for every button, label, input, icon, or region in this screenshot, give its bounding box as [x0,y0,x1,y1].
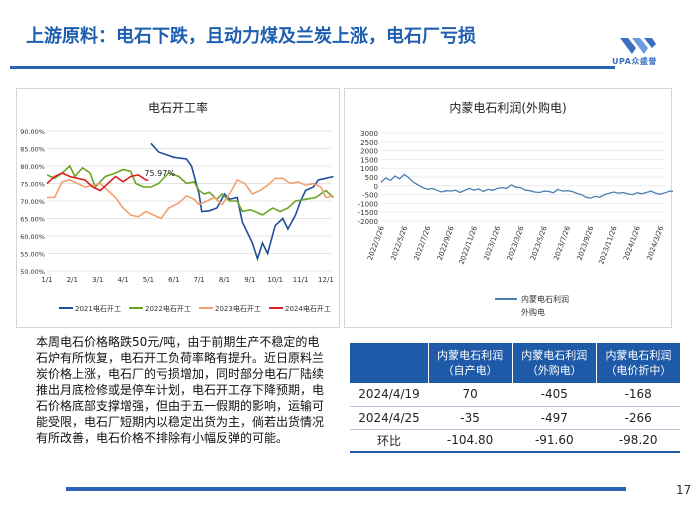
x-tick-label: 9/1 [244,276,255,284]
cell-value: -168 [596,383,680,407]
x-tick-label: 2/1 [67,276,78,284]
cell-value: -91.60 [512,429,597,453]
table-corner-cell [350,343,429,383]
row-label: 环比 [350,429,428,453]
right-chart-title: 内蒙电石利润(外购电) [449,101,567,115]
page-title: 上游原料：电石下跌，且动力煤及兰炭上涨，电石厂亏损 [26,26,476,47]
x-tick-label: 7/1 [194,276,205,284]
chart-annotation: 75.97% [144,169,175,178]
page-number: 17 [676,483,692,497]
x-tick-label: 2023/5/26 [529,224,549,261]
x-tick-label: 1/1 [41,276,52,284]
legend-label: 2023电石开工 [215,304,261,313]
cell-value: -266 [596,406,680,430]
x-tick-label: 4/1 [117,276,128,284]
x-tick-label: 2023/3/26 [506,224,526,261]
x-tick-label: 8/1 [219,276,230,284]
y-tick-label: 0 [374,183,378,191]
right-chart-panel: 内蒙电石利润(外购电) 3000 2500 2000 1500 1000 500 0 -500… [344,88,673,328]
series-line [46,164,335,216]
series-line [46,172,149,192]
footer-line [66,487,626,491]
row-date: 2024/4/25 [350,406,428,430]
x-tick-label: 2022/7/26 [413,224,433,261]
table-header-row: 内蒙电石利润 （自产电） 内蒙电石利润 （外购电） 内蒙电石利润 （电价折中） [350,343,680,383]
left-chart-panel: 电石开工率 50.00% 55.00% 60.00% 65.00% 70.00% 75.0… [16,88,340,328]
title-underline [10,66,615,69]
y-tick-label: 1500 [360,156,378,164]
y-tick-label: 75.00% [20,181,45,189]
cell-value: -98.20 [596,429,680,453]
legend-label: 2021电石开工 [75,304,121,313]
x-tick-label: 6/1 [168,276,179,284]
left-line-chart: 50.00% 55.00% 60.00% 65.00% 70.00% 75.00% 80.0… [20,128,335,313]
y-tick-label: 50.00% [20,268,45,276]
y-tick-label: 85.00% [20,146,45,154]
table-header-purchased-power: 内蒙电石利润 （外购电） [512,343,597,383]
x-tick-label: 12/1 [318,276,334,284]
x-tick-label: 2022/11/26 [458,224,480,265]
title-bar: 上游原料：电石下跌，且动力煤及兰炭上涨，电石厂亏损 UPA众盛誉 [0,0,700,66]
series-line [380,173,673,199]
y-tick-label: 55.00% [20,251,45,259]
y-tick-label: -500 [362,192,378,200]
profit-table: 内蒙电石利润 （自产电） 内蒙电石利润 （外购电） 内蒙电石利润 （电价折中） 202… [350,343,680,453]
company-logo: UPA众盛誉 [606,36,690,66]
y-tick-label: 80.00% [20,163,45,171]
cell-value: -405 [512,383,597,407]
logo-text: UPA众盛誉 [612,57,657,66]
table-header-self-power: 内蒙电石利润 （自产电） [428,343,513,383]
y-tick-label: 2000 [360,148,378,156]
right-line-chart: 300025002000150010005000-500-1000-1500-2… [358,130,673,317]
series-line [47,177,334,220]
x-tick-label: 2023/1/26 [482,224,502,261]
y-tick-label: 65.00% [20,216,45,224]
table-row: 2024/4/25 -35 -497 -266 [350,406,680,430]
x-tick-label: 11/1 [293,276,309,284]
x-tick-label: 2022/9/26 [436,224,456,261]
x-tick-label: 10/1 [267,276,283,284]
legend-label: 2024电石开工 [285,304,331,313]
y-tick-label: -1000 [358,200,378,208]
y-tick-label: -1500 [358,209,378,217]
x-tick-label: 2022/3/26 [366,224,386,261]
series-line [150,142,334,262]
cell-value: 70 [428,383,513,407]
y-tick-label: -2000 [358,218,378,226]
y-tick-label: 2500 [360,139,378,147]
x-tick-label: 2024/3/26 [645,224,665,261]
logo-mark-icon [620,38,656,54]
cell-value: -104.80 [428,429,513,453]
legend-label: 2022电石开工 [145,304,191,313]
commentary-text: 本周电石价格略跌50元/吨，由于前期生产不稳定的电石炉有所恢复，电石开工负荷率略… [36,335,325,445]
x-tick-label: 2023/7/26 [552,224,572,261]
y-tick-label: 3000 [360,130,378,138]
x-tick-label: 3/1 [92,276,103,284]
cell-value: -497 [512,406,597,430]
table-header-compromise-power: 内蒙电石利润 （电价折中） [596,343,680,383]
table-row: 2024/4/19 70 -405 -168 [350,383,680,407]
y-tick-label: 1000 [360,165,378,173]
left-chart-title: 电石开工率 [147,101,208,115]
x-tick-label: 5/1 [143,276,154,284]
x-tick-label: 2022/5/26 [389,224,409,261]
y-tick-label: 90.00% [20,128,45,136]
x-tick-label: 2024/1/26 [622,224,642,261]
x-tick-label: 2023/11/26 [597,224,619,265]
table-row: 环比 -104.80 -91.60 -98.20 [350,429,680,453]
y-tick-label: 70.00% [20,198,45,206]
row-date: 2024/4/19 [350,383,428,407]
y-tick-label: 60.00% [20,233,45,241]
x-tick-label: 2023/9/26 [576,224,596,261]
legend-label: 内蒙电石利润 [521,294,569,304]
cell-value: -35 [428,406,513,430]
legend-label-line2: 外购电 [521,307,545,317]
y-tick-label: 500 [365,174,378,182]
